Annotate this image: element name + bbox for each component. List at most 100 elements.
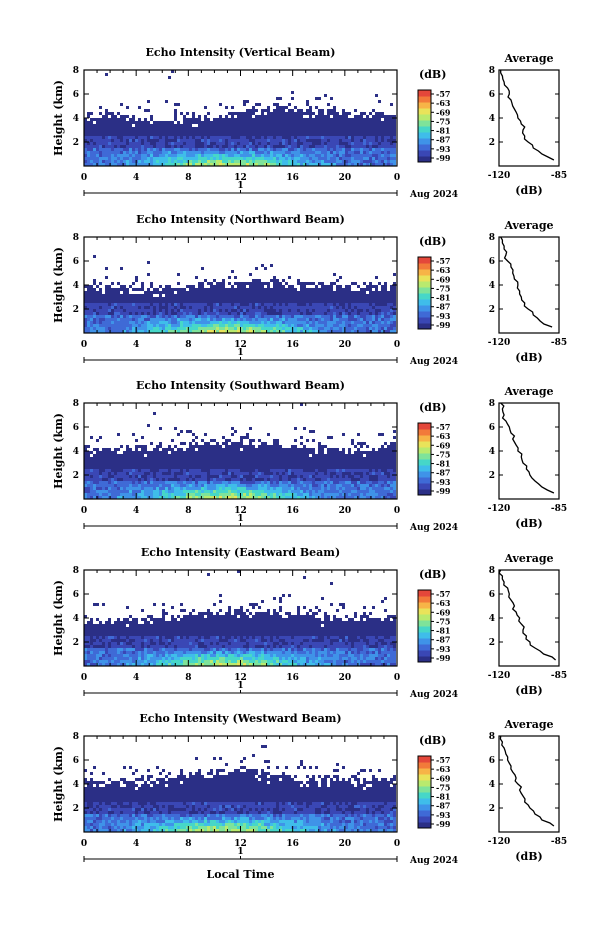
heatmap-cell	[282, 303, 285, 306]
heatmap-cell	[90, 133, 93, 136]
heatmap-cell	[108, 487, 111, 490]
heatmap-cell	[339, 148, 342, 151]
heatmap-cell	[231, 487, 234, 490]
heatmap-cell	[393, 133, 396, 136]
heatmap-cell	[174, 297, 177, 300]
heatmap-cell	[153, 454, 156, 457]
heatmap-cell	[219, 451, 222, 454]
heatmap-cell	[195, 139, 198, 142]
heatmap-cell	[243, 163, 246, 166]
heatmap-cell	[114, 291, 117, 294]
heatmap-cell	[360, 309, 363, 312]
heatmap-cell	[222, 133, 225, 136]
heatmap-cell	[198, 157, 201, 160]
heatmap-cell	[276, 493, 279, 496]
heatmap-cell	[216, 312, 219, 315]
heatmap-cell	[327, 285, 330, 288]
heatmap-cell	[111, 291, 114, 294]
heatmap-cell	[192, 487, 195, 490]
heatmap-cell	[228, 315, 231, 318]
heatmap-cell	[147, 330, 150, 333]
heatmap-cell	[156, 309, 159, 312]
heatmap-cell	[117, 327, 120, 330]
heatmap-cell	[192, 148, 195, 151]
heatmap-cell	[144, 127, 147, 130]
heatmap-cell	[240, 312, 243, 315]
heatmap-cell	[282, 475, 285, 478]
heatmap-cell	[225, 439, 228, 442]
heatmap-cell	[378, 163, 381, 166]
heatmap-cell	[273, 121, 276, 124]
heatmap-cell	[258, 306, 261, 309]
heatmap-cell	[132, 130, 135, 133]
heatmap-cell	[240, 118, 243, 121]
heatmap-cell	[279, 121, 282, 124]
heatmap-cell	[363, 321, 366, 324]
heatmap-cell	[264, 282, 267, 285]
heatmap-cell	[93, 327, 96, 330]
heatmap-cell	[165, 457, 168, 460]
heatmap-cell	[171, 448, 174, 451]
heatmap-cell	[204, 306, 207, 309]
heatmap-cell	[246, 469, 249, 472]
heatmap-cell	[249, 460, 252, 463]
heatmap-cell	[345, 315, 348, 318]
heatmap-cell	[183, 472, 186, 475]
heatmap-cell	[210, 445, 213, 448]
heatmap-cell	[369, 151, 372, 154]
heatmap-cell	[270, 451, 273, 454]
heatmap-cell	[216, 451, 219, 454]
heatmap-cell	[336, 160, 339, 163]
heatmap-cell	[189, 285, 192, 288]
heatmap-cell	[219, 309, 222, 312]
heatmap-cell	[147, 145, 150, 148]
heatmap-cell	[213, 124, 216, 127]
heatmap-cell	[300, 303, 303, 306]
x-tick-label: 20	[339, 340, 352, 350]
heatmap-cell	[111, 463, 114, 466]
heatmap-cell	[249, 130, 252, 133]
heatmap-cell	[282, 321, 285, 324]
heatmap-cell	[291, 154, 294, 157]
heatmap-cell	[252, 285, 255, 288]
heatmap-cell	[192, 324, 195, 327]
heatmap-cell	[141, 457, 144, 460]
heatmap-cell	[279, 157, 282, 160]
heatmap-cell	[375, 163, 378, 166]
heatmap-cell	[252, 460, 255, 463]
heatmap-cell	[216, 493, 219, 496]
heatmap-cell	[204, 442, 207, 445]
heatmap-cell	[231, 457, 234, 460]
heatmap-cell	[93, 136, 96, 139]
heatmap-cell	[267, 457, 270, 460]
heatmap-cell	[387, 163, 390, 166]
heatmap-cell	[261, 469, 264, 472]
heatmap-cell	[135, 121, 138, 124]
heatmap-cell	[141, 454, 144, 457]
heatmap-cell	[273, 136, 276, 139]
heatmap-cell	[147, 487, 150, 490]
heatmap-cell	[174, 151, 177, 154]
heatmap-cell	[357, 130, 360, 133]
heatmap-cell	[225, 321, 228, 324]
heatmap-cell	[231, 454, 234, 457]
heatmap-cell	[342, 300, 345, 303]
heatmap-cell	[105, 300, 108, 303]
colorbar-tick-label: -93	[436, 311, 451, 321]
heatmap-cell	[129, 133, 132, 136]
heatmap-cell	[234, 151, 237, 154]
heatmap-cell	[105, 318, 108, 321]
heatmap-cell	[363, 145, 366, 148]
heatmap-cell	[87, 460, 90, 463]
heatmap-cell	[171, 472, 174, 475]
heatmap-cell	[153, 451, 156, 454]
heatmap-cell	[387, 318, 390, 321]
heatmap-cell	[210, 481, 213, 484]
heatmap-cell	[174, 300, 177, 303]
heatmap-cell	[366, 136, 369, 139]
heatmap-cell	[84, 163, 87, 166]
heatmap-cell	[231, 270, 234, 273]
heatmap-cell	[114, 163, 117, 166]
heatmap-cell	[312, 145, 315, 148]
heatmap-cell	[132, 330, 135, 333]
